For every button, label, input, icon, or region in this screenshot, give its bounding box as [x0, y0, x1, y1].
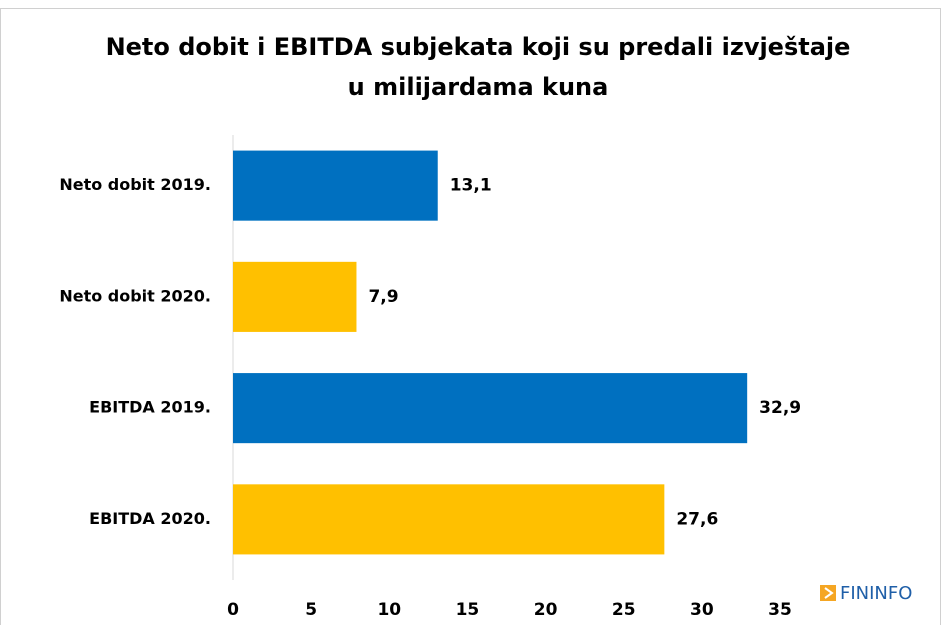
x-tick-label: 25 — [612, 600, 636, 620]
x-tick-label: 5 — [305, 600, 317, 620]
x-tick-label: 30 — [690, 600, 714, 620]
logo-icon — [820, 585, 836, 601]
bar — [233, 484, 665, 555]
logo: FININFO — [840, 583, 912, 604]
bar — [233, 150, 438, 221]
chart-title: Neto dobit i EBITDA subjekata koji su pr… — [106, 33, 851, 61]
logo-arrow — [824, 587, 834, 599]
chart-title: u milijardama kuna — [348, 73, 609, 101]
data-label: 13,1 — [450, 176, 492, 196]
data-label: 32,9 — [759, 398, 801, 418]
x-tick-label: 0 — [227, 600, 239, 620]
data-label: 7,9 — [368, 287, 398, 307]
data-label: 27,6 — [676, 509, 718, 529]
x-tick-label: 35 — [768, 600, 792, 620]
x-tick-label: 20 — [534, 600, 558, 620]
y-tick-label: EBITDA 2020. — [89, 509, 211, 528]
x-tick-label: 15 — [456, 600, 480, 620]
y-tick-label: Neto dobit 2020. — [59, 286, 211, 305]
x-tick-label: 10 — [377, 600, 401, 620]
frame — [0, 8, 941, 625]
y-tick-label: EBITDA 2019. — [89, 398, 211, 417]
bar — [233, 373, 748, 444]
bar — [233, 261, 357, 332]
y-tick-label: Neto dobit 2019. — [59, 175, 211, 194]
